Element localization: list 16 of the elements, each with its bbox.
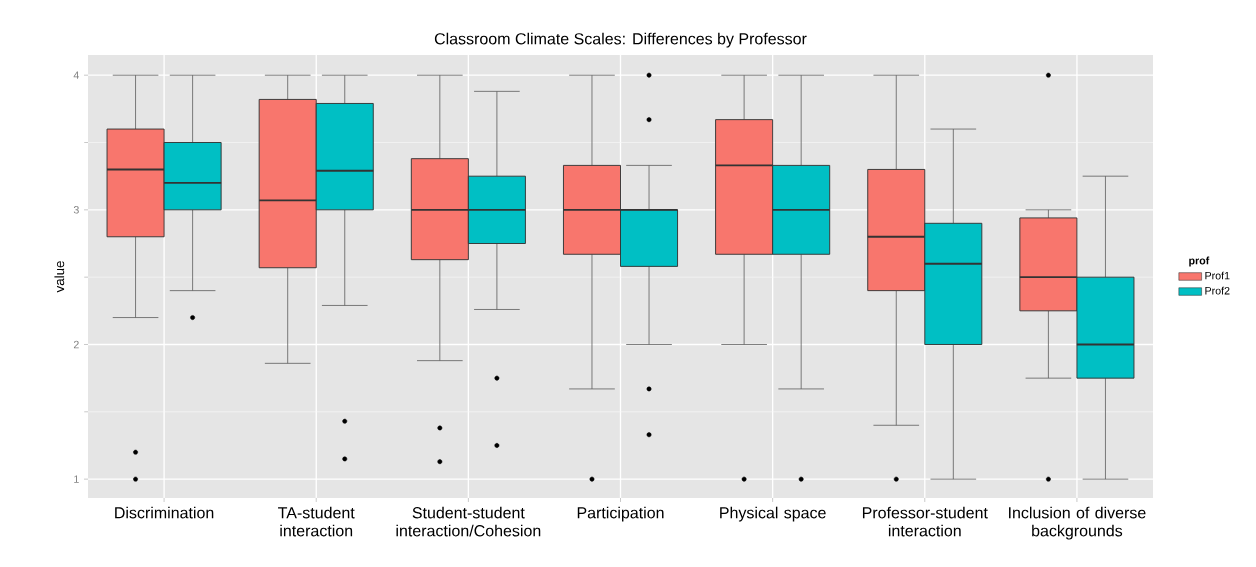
x-tick-label: Participation (577, 506, 664, 522)
x-tick-label: Professor-student interaction (862, 506, 988, 537)
x-tick-label: Discrimination (115, 506, 214, 519)
x-tick-label: Student-student interaction/Cohesion (396, 506, 541, 537)
y-tick-label: 1 (74, 475, 79, 483)
legend-label: Prof2 (1205, 286, 1230, 295)
legend-label: Prof1 (1205, 271, 1230, 280)
legend-title: prof (1189, 256, 1210, 267)
x-tick-label: Inclusion of diverse backgrounds (1009, 506, 1146, 540)
y-tick-label: 2 (73, 340, 79, 349)
x-tick-label: Physical space (720, 506, 826, 522)
y-tick-label: 3 (73, 206, 79, 214)
x-tick-label: TA-student interaction (278, 506, 355, 537)
y-tick-label: 4 (73, 71, 79, 79)
y-axis-title: value (54, 261, 65, 293)
chart-title: Classroom Climate Scales: Differences by Professor (434, 32, 807, 48)
